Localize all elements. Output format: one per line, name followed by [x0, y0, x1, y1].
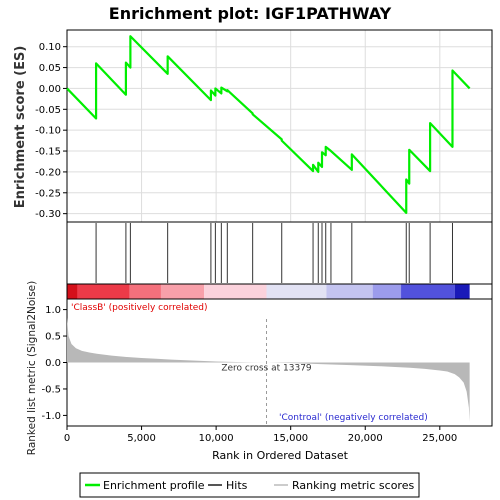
x-axis-ticks: 0 5,000 10,000 15,000 20,000 25,000	[64, 426, 457, 444]
es-y-axis-ticks: 0.10 0.05 0.00 -0.05 -0.10 -0.15 -0.20 -0.25 -0.…	[35, 42, 67, 220]
rank-y-axis-label: Ranked list metric (Signal2Noise)	[26, 281, 38, 456]
rank-y-tick-label: 0.0	[45, 358, 61, 369]
heat-bar-segments	[67, 284, 470, 299]
heat-bar-segment	[266, 284, 327, 299]
legend-ranking-label: Ranking metric scores	[292, 479, 414, 492]
es-y-tick-label: -0.20	[35, 167, 61, 178]
legend: Enrichment profile Hits Ranking metric s…	[79, 472, 420, 498]
x-tick-label: 10,000	[199, 433, 234, 444]
es-y-tick-label: 0.00	[39, 84, 61, 95]
negative-class-label: 'Controal' (negatively correlated)	[279, 413, 428, 423]
x-tick-label: 0	[64, 433, 70, 444]
enrichment-profile-line	[66, 35, 471, 214]
hits-panel-frame	[66, 221, 493, 285]
x-tick-label: 5,000	[127, 433, 156, 444]
zero-cross-label: Zero cross at 13379	[221, 364, 312, 374]
legend-hits-label: Hits	[226, 479, 248, 492]
es-panel: 0.10 0.05 0.00 -0.05 -0.10 -0.15 -0.20 -0.25 -0.…	[13, 29, 493, 223]
es-y-tick-label: -0.05	[35, 105, 61, 116]
es-y-tick-label: 0.05	[39, 63, 61, 74]
heat-bar-segment	[372, 284, 402, 299]
rank-y-tick-label: 0.5	[45, 332, 61, 343]
es-y-tick-label: -0.15	[35, 147, 61, 158]
heat-bar-segment	[129, 284, 161, 299]
heat-bar-segment	[401, 284, 455, 299]
es-y-axis-label: Enrichment score (ES)	[13, 46, 28, 209]
es-gridlines	[67, 30, 492, 222]
heat-bar-segment	[77, 284, 130, 299]
x-tick-label: 15,000	[273, 433, 308, 444]
chart-title: Enrichment plot: IGF1PATHWAY	[109, 4, 392, 23]
x-tick-label: 25,000	[422, 433, 457, 444]
heat-bar-segment	[454, 284, 470, 299]
hit-markers	[95, 223, 453, 283]
heat-bar-segment	[160, 284, 205, 299]
es-y-tick-label: -0.25	[35, 188, 61, 199]
x-tick-label: 20,000	[348, 433, 383, 444]
heat-bar	[66, 283, 493, 300]
rank-panel: Zero cross at 13379 'ClassB' (positively…	[26, 281, 493, 456]
es-y-tick-label: -0.10	[35, 126, 61, 137]
es-y-tick-label: 0.10	[39, 42, 61, 53]
rank-y-tick-label: -1.0	[41, 411, 61, 422]
rank-y-tick-label: -0.5	[41, 384, 61, 395]
hits-panel	[66, 221, 493, 285]
rank-y-axis-ticks: 1.0 0.5 0.0 -0.5 -1.0	[41, 305, 67, 422]
x-axis-label: Rank in Ordered Dataset	[212, 449, 349, 462]
rank-y-tick-label: 1.0	[45, 305, 61, 316]
heat-bar-segment	[67, 284, 78, 299]
positive-class-label: 'ClassB' (positively correlated)	[71, 303, 208, 313]
es-y-tick-label: -0.30	[35, 209, 61, 220]
legend-box	[79, 472, 420, 498]
heat-bar-segment	[204, 284, 267, 299]
legend-enrichment-label: Enrichment profile	[103, 479, 205, 492]
heat-bar-segment	[326, 284, 373, 299]
